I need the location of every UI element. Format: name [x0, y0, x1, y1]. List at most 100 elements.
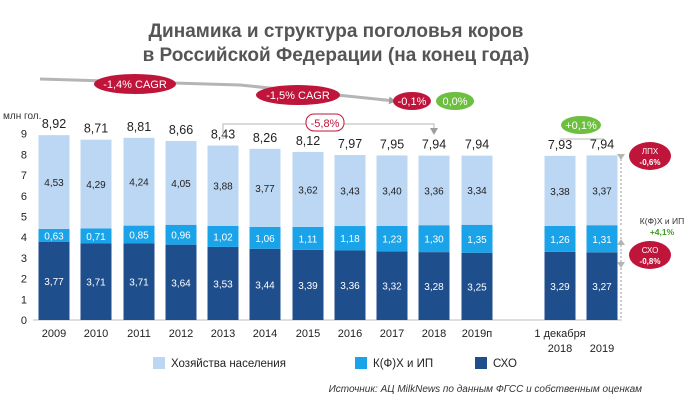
change-badge-label: -1,4% CAGR [103, 79, 167, 91]
bar-segment [334, 226, 366, 251]
chart-title: Динамика и структура поголовья коров [149, 21, 524, 42]
bar-value-label: 3,38 [550, 187, 570, 198]
legend-label: СХО [493, 358, 517, 370]
bar-total-label: 8,66 [169, 123, 193, 137]
change-badge [256, 85, 340, 105]
y-tick-label: 4 [21, 232, 27, 244]
bar-segment [207, 145, 239, 226]
bar-value-label: 4,29 [86, 180, 106, 191]
bar-value-label: 3,71 [129, 278, 149, 289]
bar-value-label: 4,24 [129, 178, 149, 189]
bar-segment [123, 243, 155, 320]
bars: 3,77 0,63 4,53 8,92 2009 3,71 0,71 4,29 8,71 2010… [38, 117, 618, 355]
bar-segment [586, 225, 618, 253]
bar-segment [80, 139, 112, 229]
bar-segment [38, 241, 70, 320]
bar-segment [376, 225, 408, 252]
bar-segment [38, 228, 70, 242]
bar-segment [544, 251, 576, 320]
bar-segment [165, 224, 197, 245]
legend-label: К(Ф)Х и ИП [373, 358, 433, 370]
segment-change-name: К(Ф)Х и ИП [640, 216, 684, 226]
bar-segment [376, 251, 408, 320]
bar-value-label: 3,32 [382, 282, 402, 293]
direction-arrow [617, 154, 625, 160]
bar-total-label: 7,97 [338, 137, 362, 151]
x-tick-label: 2011 [127, 328, 151, 340]
segment-change-name: ЛПХ [642, 147, 659, 156]
bar-segment [418, 225, 450, 253]
bar-value-label: 1,30 [424, 235, 444, 246]
bar-segment [165, 140, 197, 225]
x-tick-label: 2014 [253, 328, 277, 340]
bar-total-label: 7,94 [590, 137, 614, 151]
bar-value-label: 3,43 [340, 187, 360, 198]
legend-swatch [475, 357, 487, 369]
direction-arrow [617, 239, 625, 245]
x-tick-label: 2018 [422, 328, 446, 340]
bar-value-label: 1,35 [467, 235, 487, 246]
segment-change-badge [629, 142, 671, 170]
bar-value-label: 3,40 [382, 187, 402, 198]
bar-segment [123, 137, 155, 226]
x-tick-label: 2015 [296, 328, 320, 340]
y-tick-label: 7 [21, 170, 27, 182]
bar-value-label: 3,39 [298, 281, 318, 292]
bar-segment [80, 243, 112, 320]
bar-segment [207, 246, 239, 320]
bar-segment [586, 252, 618, 320]
change-badge-label: +0,1% [565, 120, 597, 132]
x-tick-label: 1 декабря [534, 328, 585, 340]
bar-total-label: 7,95 [380, 137, 404, 151]
change-badge-label: -1,5% CAGR [266, 90, 330, 102]
y-tick-label: 8 [21, 149, 27, 161]
bar-value-label: 1,23 [382, 235, 402, 246]
x-tick-label: 2017 [380, 328, 404, 340]
bar-value-label: 1,18 [340, 234, 360, 245]
x-tick-label: 2009 [42, 328, 66, 340]
y-tick-label: 3 [21, 253, 27, 265]
bar-value-label: 3,29 [550, 282, 570, 293]
bar-segment [123, 225, 155, 244]
bar-total-label: 7,94 [465, 138, 489, 152]
bar-value-label: 0,63 [44, 231, 64, 242]
bar-segment [249, 148, 281, 227]
bar-segment [249, 226, 281, 249]
direction-arrow [617, 262, 625, 268]
legend-label: Хозяйства населения [171, 358, 286, 370]
bar-value-label: 3,34 [467, 186, 487, 197]
x-tick-label: 2018 [548, 343, 572, 355]
bar-value-label: 1,11 [299, 234, 318, 245]
bar-value-label: 3,77 [255, 184, 275, 195]
segment-change-value: +4,1% [650, 227, 675, 237]
bar-segment [461, 252, 493, 320]
bar-segment [207, 225, 239, 247]
segment-change-value: -0,8% [640, 257, 661, 266]
bar-value-label: 3,36 [340, 281, 360, 292]
bar-value-label: 3,28 [424, 282, 444, 293]
y-tick-label: 0 [21, 315, 27, 327]
bar-segment [376, 155, 408, 226]
bar-total-label: 7,94 [422, 138, 446, 152]
bar-segment [38, 135, 70, 229]
bar-total-label: 8,92 [42, 117, 66, 131]
change-badge-label: -5,8% [311, 118, 340, 130]
segment-change-badge [629, 241, 671, 269]
bar-segment [249, 248, 281, 320]
bar-value-label: 0,85 [129, 230, 149, 241]
bar-value-label: 0,71 [86, 232, 106, 243]
bar-value-label: 1,26 [550, 235, 570, 246]
x-tick-label: 2019 [590, 343, 614, 355]
bar-total-label: 8,71 [84, 122, 108, 136]
bar-value-label: 3,88 [213, 182, 233, 193]
bar-segment [334, 155, 366, 227]
change-badge-label: 0,0% [442, 96, 467, 108]
bar-value-label: 1,02 [213, 232, 233, 243]
bar-segment [418, 155, 450, 226]
x-tick-label: 2013 [211, 328, 235, 340]
bar-value-label: 1,31 [592, 235, 612, 246]
change-badge [94, 74, 176, 94]
bar-segment [292, 226, 324, 250]
bar-value-label: 3,44 [255, 280, 275, 291]
segment-change-value: -0,6% [640, 158, 661, 167]
